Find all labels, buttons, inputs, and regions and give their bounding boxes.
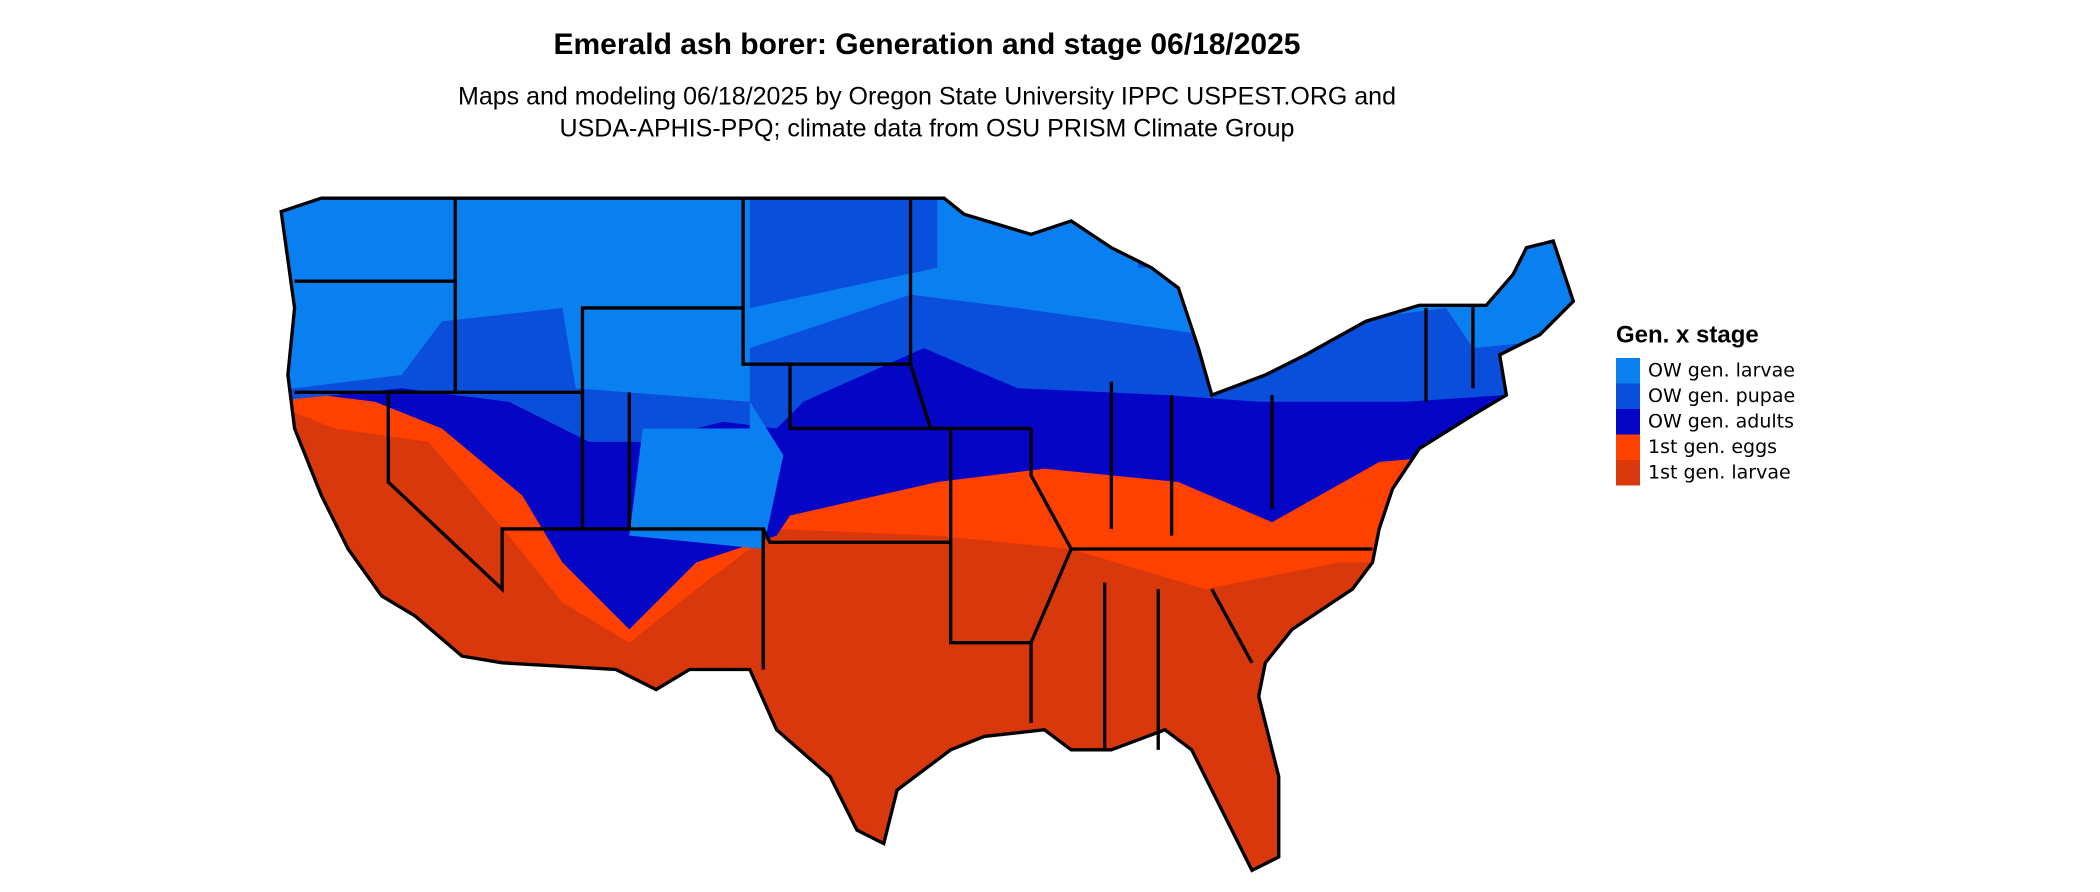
legend-swatch bbox=[1616, 434, 1640, 460]
legend-label: 1st gen. eggs bbox=[1648, 436, 1777, 458]
legend-swatch bbox=[1616, 460, 1640, 486]
legend-swatch bbox=[1616, 358, 1640, 384]
legend-label: OW gen. pupae bbox=[1648, 385, 1795, 407]
legend-label: OW gen. adults bbox=[1648, 411, 1794, 433]
legend-label: OW gen. larvae bbox=[1648, 360, 1795, 382]
legend: OW gen. larvae OW gen. pupae OW gen. adult… bbox=[1616, 358, 1795, 486]
map-subtitle: USDA-APHIS-PPQ; climate data from OSU PR… bbox=[560, 115, 1295, 143]
map-subtitle: Maps and modeling 06/18/2025 by Oregon S… bbox=[458, 83, 1396, 111]
legend-label: 1st gen. larvae bbox=[1648, 462, 1791, 484]
legend-title: Gen. x stage bbox=[1616, 321, 1759, 348]
map bbox=[279, 196, 1576, 873]
legend-swatch bbox=[1616, 409, 1640, 435]
legend-swatch bbox=[1616, 383, 1640, 409]
map-fill bbox=[281, 198, 1574, 871]
map-title: Emerald ash borer: Generation and stage … bbox=[554, 28, 1301, 61]
state-lines bbox=[279, 196, 1576, 873]
